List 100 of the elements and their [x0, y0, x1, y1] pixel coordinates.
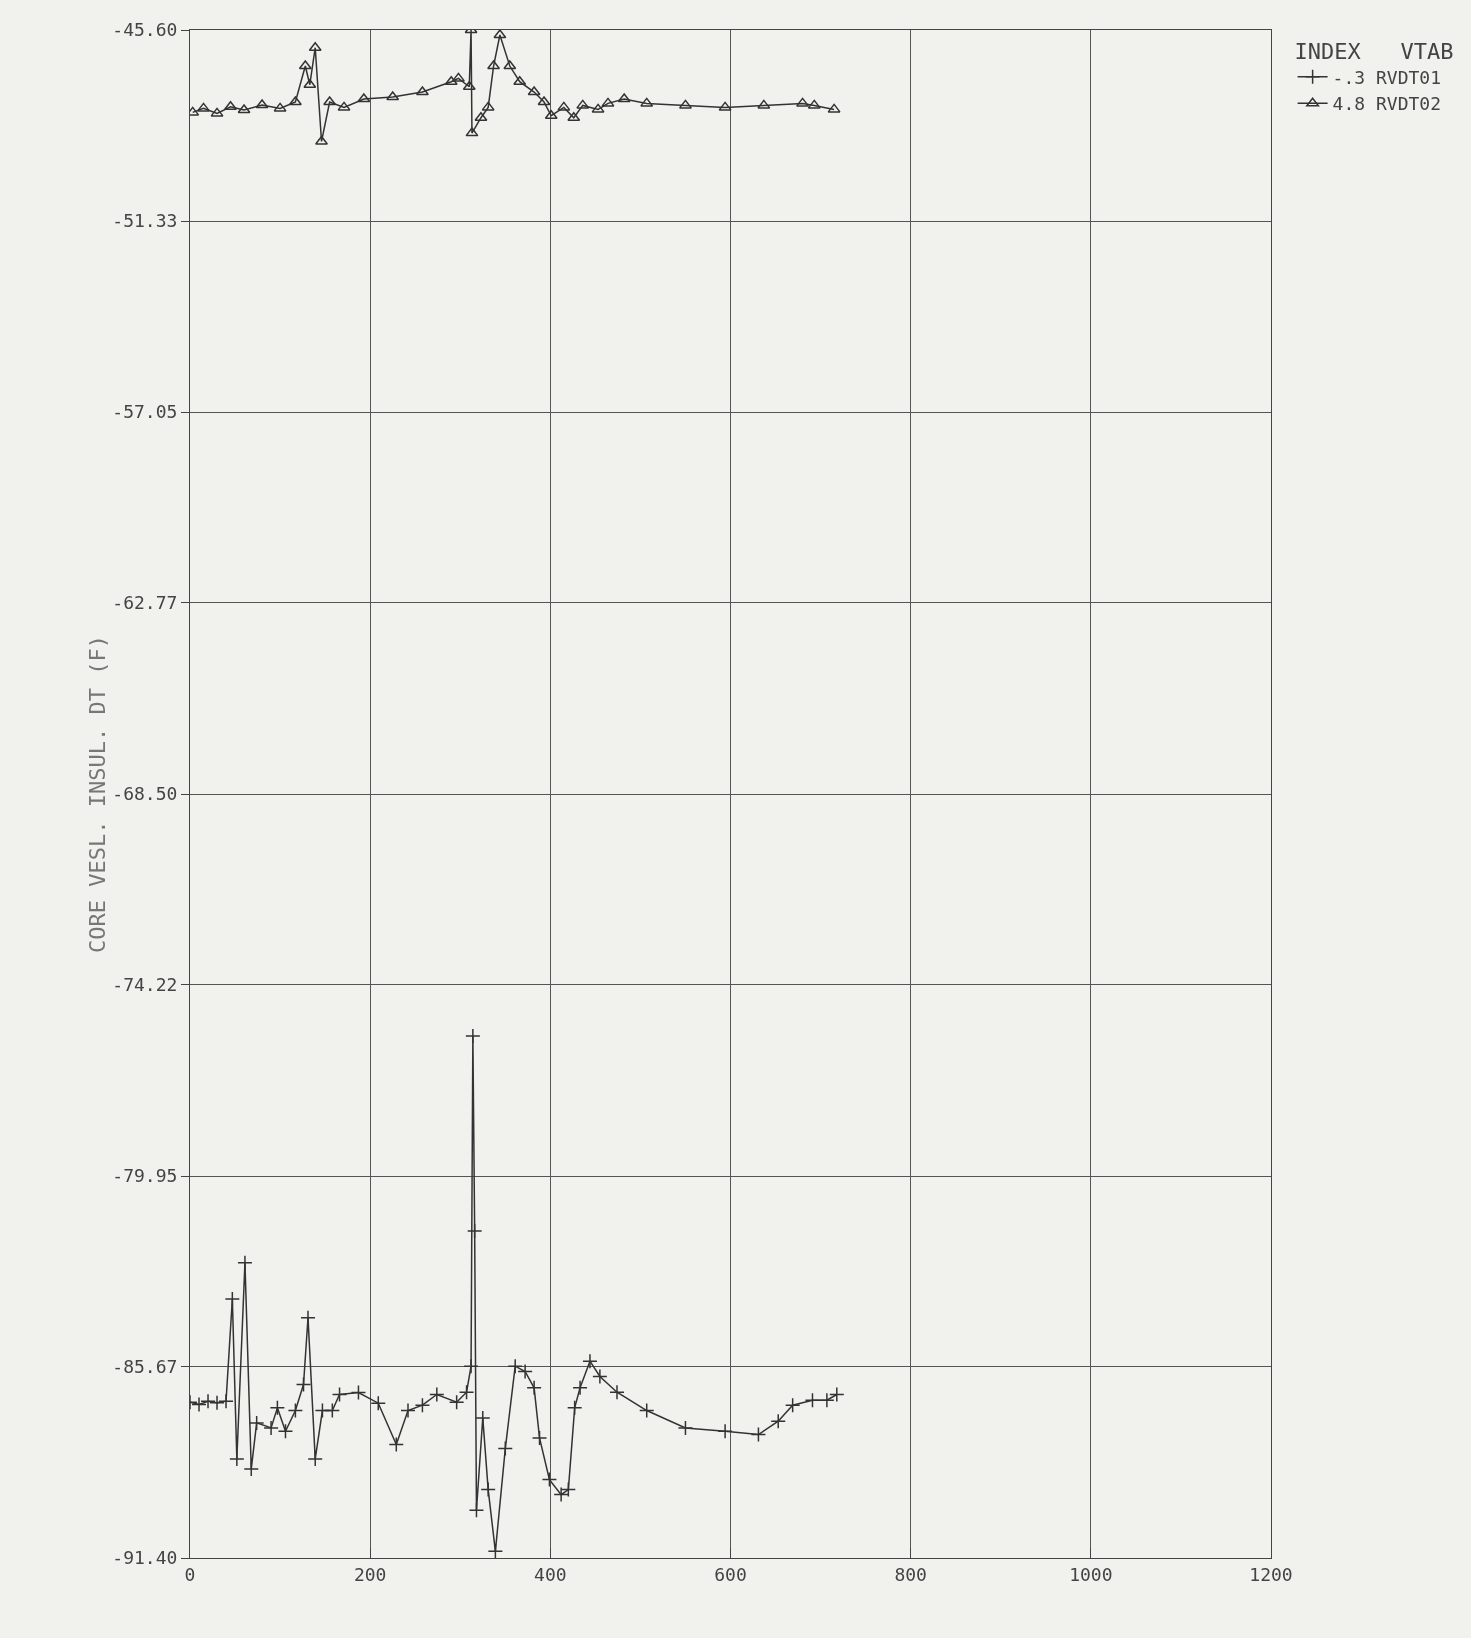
point	[331, 1386, 348, 1403]
point	[466, 1223, 483, 1239]
y-tick-label: -85.67	[112, 1356, 178, 1378]
point	[277, 1423, 294, 1439]
point	[465, 127, 479, 137]
point	[298, 60, 312, 70]
point	[287, 1402, 304, 1419]
point	[640, 97, 654, 107]
point	[717, 1423, 733, 1439]
point	[444, 75, 458, 85]
point	[487, 60, 501, 70]
point	[324, 1402, 341, 1419]
point	[357, 93, 371, 103]
point	[243, 1461, 260, 1477]
point	[560, 1481, 577, 1498]
point	[601, 97, 615, 107]
y-axis-title: CORE VESL. INSUL. DT (F)	[85, 635, 111, 953]
point	[497, 1440, 514, 1457]
y-tick-label: -51.33	[112, 210, 178, 232]
point	[718, 101, 732, 111]
point	[526, 1380, 542, 1396]
point	[224, 100, 238, 110]
x-tick-label: 800	[894, 1563, 927, 1585]
point	[263, 1420, 279, 1436]
point	[448, 1394, 465, 1410]
point	[200, 1393, 216, 1409]
point	[796, 97, 810, 107]
point	[303, 78, 317, 88]
point	[567, 111, 581, 121]
point	[819, 1392, 835, 1408]
x-tick-label: 1200	[1249, 1563, 1293, 1585]
point	[591, 103, 605, 113]
point	[807, 99, 821, 109]
point	[572, 1380, 588, 1396]
point	[307, 1451, 323, 1467]
point	[429, 1386, 445, 1403]
y-tick-label: -74.22	[112, 974, 178, 996]
y-tick-label: -79.95	[112, 1165, 178, 1187]
point	[468, 1502, 485, 1519]
point	[609, 1384, 625, 1400]
point	[480, 1481, 496, 1498]
point	[295, 1376, 312, 1393]
point	[248, 1415, 265, 1431]
point	[537, 96, 551, 106]
point	[541, 1471, 558, 1488]
point	[415, 86, 429, 96]
point	[308, 41, 322, 51]
point	[544, 109, 558, 119]
point	[487, 1543, 504, 1558]
point	[503, 60, 517, 70]
point	[337, 101, 351, 111]
point	[458, 1384, 475, 1400]
point	[451, 72, 465, 82]
x-tick-label: 200	[353, 1563, 387, 1585]
point	[527, 86, 541, 96]
point	[592, 1368, 608, 1385]
point	[617, 93, 631, 103]
y-tick-label: -45.60	[112, 19, 178, 41]
x-tick-label: 1000	[1069, 1563, 1113, 1585]
y-tick-label: -68.50	[112, 783, 178, 805]
x-tick-label: 0	[184, 1563, 196, 1585]
point	[531, 1430, 548, 1446]
x-tick-label: 600	[714, 1563, 747, 1585]
point	[770, 1413, 786, 1429]
point	[323, 96, 337, 106]
point	[273, 102, 287, 112]
legend-title: INDEX VTAB	[1294, 38, 1454, 64]
point	[553, 1486, 569, 1503]
point	[388, 1436, 405, 1453]
point	[829, 1386, 845, 1403]
y-tick-label: -62.77	[112, 592, 178, 614]
point	[784, 1397, 801, 1413]
point	[370, 1395, 387, 1411]
point	[237, 1254, 253, 1271]
point	[475, 1410, 491, 1426]
point	[750, 1426, 767, 1443]
point	[557, 101, 571, 111]
y-tick-label: -57.05	[112, 401, 178, 423]
point	[400, 1402, 416, 1419]
point	[209, 1395, 225, 1411]
point	[237, 104, 251, 114]
point	[566, 1400, 583, 1416]
legend-label: -.3 RVDT01	[1332, 66, 1441, 88]
point	[386, 91, 400, 101]
point	[414, 1397, 431, 1413]
point	[582, 1353, 598, 1369]
point	[677, 1420, 694, 1436]
point	[218, 1393, 234, 1409]
legend-label: 4.8 RVDT02	[1332, 93, 1441, 115]
point	[757, 99, 771, 109]
point	[288, 96, 302, 106]
point	[463, 1358, 479, 1374]
point	[827, 103, 841, 113]
point	[465, 1028, 481, 1044]
point	[462, 80, 476, 90]
point	[315, 135, 329, 145]
point	[804, 1392, 821, 1408]
point	[638, 1402, 655, 1419]
x-tick-label: 400	[534, 1563, 567, 1585]
point	[481, 101, 495, 111]
